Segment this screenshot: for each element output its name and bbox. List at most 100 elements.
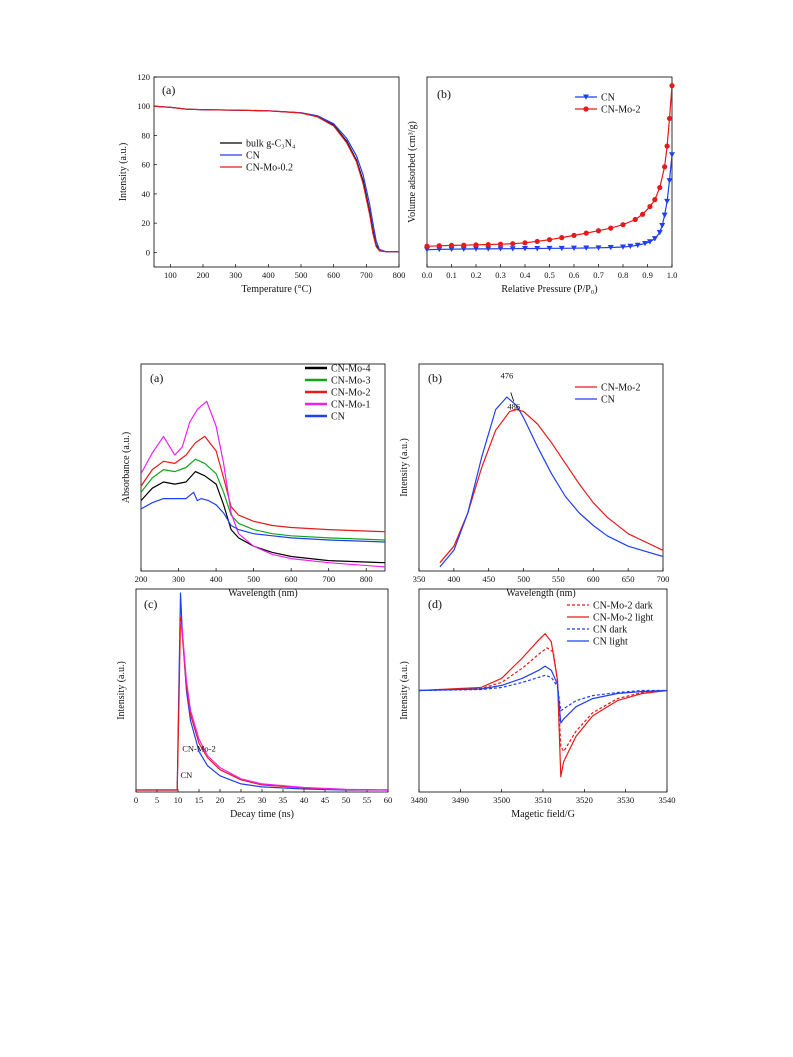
x-axis-title: Wavelength (nm) <box>228 588 297 599</box>
x-tick-label: 25 <box>237 795 246 805</box>
legend-label: CN <box>331 412 345 423</box>
y-axis-title: Intensity (a.u.) <box>116 661 127 720</box>
x-axis-title: Magetic field/G <box>511 809 575 820</box>
data-point <box>534 238 540 245</box>
chart-panel-epr: 3480 3490 3500 3510 3520 3530 3540 Magetic fiel… <box>399 588 676 820</box>
data-point <box>661 212 668 218</box>
data-point <box>473 242 479 248</box>
x-tick-label: 800 <box>360 574 373 584</box>
x-tick-label: 0.2 <box>471 270 482 280</box>
legend-label: CN-Mo-2 dark <box>593 601 653 612</box>
series-line-cn <box>136 592 388 791</box>
legend-label: CN <box>601 395 615 406</box>
legend-label: CN-Mo-2 <box>601 105 640 116</box>
x-tick-label: 3500 <box>493 795 510 805</box>
series-line-cn-mo-2 <box>439 408 663 564</box>
x-tick-label: 45 <box>321 795 330 805</box>
x-tick-label: 15 <box>195 795 204 805</box>
x-tick-label: 50 <box>342 795 351 805</box>
x-tick-label: 5 <box>155 795 159 805</box>
x-tick-label: 200 <box>135 574 148 584</box>
data-point <box>485 246 492 252</box>
data-point <box>448 242 455 249</box>
x-tick-label: 3540 <box>659 795 676 805</box>
annotation-label: CN <box>180 770 192 780</box>
chart-panel-tga: 100 200 300 400 500 600 700 800 0 20 40 60 80 100 120 T… <box>118 72 405 295</box>
data-point <box>664 198 671 205</box>
chart-panel-decay: 0 5 10 15 20 25 30 35 40 45 50 55 60 Decay time (ns) I… <box>116 588 392 820</box>
data-point <box>627 243 634 250</box>
x-tick-label: 0.8 <box>618 270 629 280</box>
legend-label: CN-Mo-2 <box>601 383 640 394</box>
y-axis-title: Intensity (a.u.) <box>399 438 410 497</box>
panel-label: (b) <box>437 87 451 101</box>
series-line-cn-mo-2 <box>141 435 385 533</box>
x-tick-label: 40 <box>300 795 309 805</box>
series-line-cn-mo-2 <box>136 616 388 791</box>
series-line-cn-mo-3 <box>141 458 385 541</box>
x-tick-label: 0 <box>134 795 138 805</box>
series-line-cn-light <box>419 665 667 724</box>
plot-frame <box>140 363 386 572</box>
legend-label: CN-Mo-0.2 <box>246 163 293 174</box>
series-line-unnamed-2 <box>179 621 388 791</box>
chart-panel-pl: 350 400 450 500 550 600 650 700 Wavelength (nm) I… <box>399 363 670 599</box>
data-point <box>632 216 638 223</box>
data-point <box>642 241 649 247</box>
x-tick-label: 0.5 <box>544 270 555 280</box>
panel-label: (c) <box>144 597 157 611</box>
chart-panel-uvvis: 200 300 400 500 600 700 800 Wavelength (nm) Abso… <box>121 363 386 599</box>
y-tick-label: 0 <box>146 247 150 257</box>
data-point <box>424 243 430 249</box>
x-tick-label: 0.1 <box>446 270 457 280</box>
x-tick-label: 400 <box>447 574 460 584</box>
data-point <box>571 232 577 238</box>
legend-label: CN-Mo-4 <box>331 364 370 375</box>
annotation-label: 476 <box>500 370 513 380</box>
series-line-cn-mo-0-2 <box>154 105 399 253</box>
x-tick-label: 350 <box>413 574 426 584</box>
data-point <box>509 246 516 252</box>
x-axis-title: Wavelength (nm) <box>506 588 575 599</box>
x-tick-label: 650 <box>622 574 635 584</box>
y-tick-label: 60 <box>142 160 151 170</box>
data-point <box>662 164 668 170</box>
x-tick-label: 400 <box>210 574 223 584</box>
plot-frame <box>135 588 389 793</box>
data-point <box>473 246 479 252</box>
y-tick-label: 20 <box>142 218 151 228</box>
data-point <box>620 244 626 250</box>
x-tick-label: 600 <box>285 574 298 584</box>
y-tick-label: 120 <box>137 72 150 82</box>
data-point <box>664 143 670 149</box>
data-point <box>647 203 653 210</box>
x-tick-label: 1.0 <box>667 270 678 280</box>
series-line-cn <box>439 396 663 568</box>
x-tick-label: 55 <box>363 795 372 805</box>
y-tick-label: 100 <box>137 101 150 111</box>
legend-label: CN <box>246 151 260 162</box>
x-tick-label: 450 <box>482 574 495 584</box>
data-point <box>656 229 663 236</box>
x-tick-label: 0.6 <box>569 270 580 280</box>
data-point <box>546 245 553 252</box>
x-tick-label: 700 <box>657 574 670 584</box>
x-tick-label: 700 <box>360 270 373 280</box>
x-tick-label: 3480 <box>411 795 428 805</box>
x-tick-label: 300 <box>172 574 185 584</box>
data-point <box>646 239 653 245</box>
data-point <box>652 197 658 203</box>
data-point <box>607 244 614 251</box>
data-point <box>657 184 663 191</box>
x-tick-label: 0.4 <box>520 270 531 280</box>
data-point <box>595 228 602 234</box>
series-line-cn-mo-1 <box>141 400 385 568</box>
data-point <box>640 211 646 217</box>
series-line-cn <box>141 491 385 543</box>
data-point <box>669 152 675 158</box>
x-tick-label: 700 <box>322 574 335 584</box>
data-point <box>583 245 590 251</box>
legend-label: CN-Mo-3 <box>331 376 370 387</box>
data-point <box>460 246 467 252</box>
legend-label: CN-Mo-2 light <box>593 613 654 624</box>
